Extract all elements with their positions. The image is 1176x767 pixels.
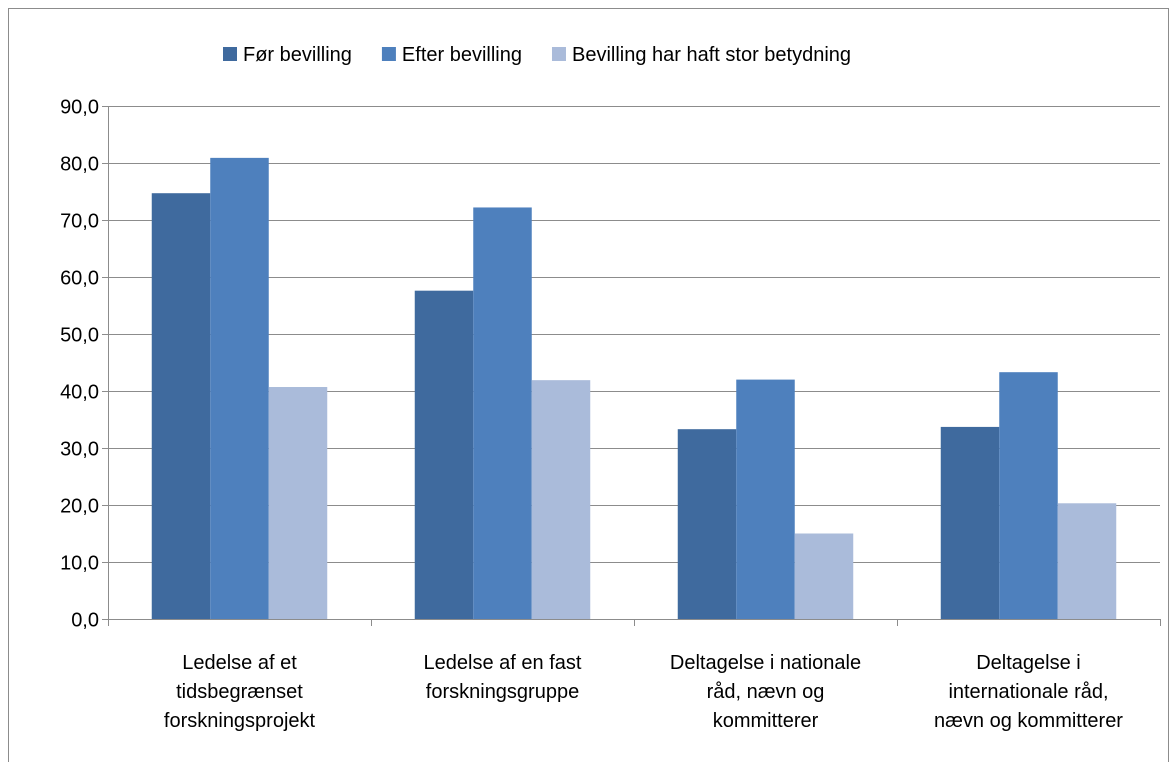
y-tick-label: 80,0 <box>60 154 99 176</box>
y-tick-label: 10,0 <box>60 553 99 575</box>
x-category-label: Deltagelse i internationale råd, nævn og k… <box>934 652 1123 732</box>
legend-label: Før bevilling <box>243 44 352 66</box>
legend-swatch <box>381 47 396 61</box>
legend-label: Bevilling har haft stor betydning <box>572 44 851 66</box>
bar <box>677 429 737 619</box>
bar <box>210 157 269 619</box>
bar <box>531 380 591 619</box>
bar <box>473 207 532 619</box>
x-category-label: Ledelse af en fast forskningsgruppe <box>424 652 582 703</box>
bar <box>999 372 1058 619</box>
bar <box>414 290 474 619</box>
axes: 0,0 10,0 20,0 30,0 40,0 50,0 60,0 70,0 80,0 90,0 L… <box>60 97 1161 732</box>
bar <box>736 379 795 619</box>
y-tick-label: 60,0 <box>60 268 99 290</box>
legend: Før bevilling Efter bevilling Bevilling ha… <box>223 44 851 66</box>
x-category-label: Ledelse af et tidsbegrænset forskningsproj… <box>164 652 316 732</box>
y-tick-label: 50,0 <box>60 325 99 347</box>
legend-label: Efter bevilling <box>402 44 522 66</box>
bars <box>151 157 1117 619</box>
bar <box>940 426 1000 619</box>
bar <box>268 387 328 619</box>
bar <box>794 533 854 619</box>
legend-swatch <box>223 47 237 61</box>
y-tick-label: 40,0 <box>60 382 99 404</box>
bar <box>151 193 211 619</box>
y-tick-label: 0,0 <box>71 610 99 632</box>
y-tick-label: 70,0 <box>60 211 99 233</box>
y-tick-label: 90,0 <box>60 97 99 119</box>
y-tick-label: 20,0 <box>60 496 99 518</box>
x-category-label: Deltagelse i nationale råd, nævn og kommit… <box>670 652 861 732</box>
y-tick-label: 30,0 <box>60 439 99 461</box>
bar <box>1057 503 1117 619</box>
legend-swatch <box>551 47 566 61</box>
